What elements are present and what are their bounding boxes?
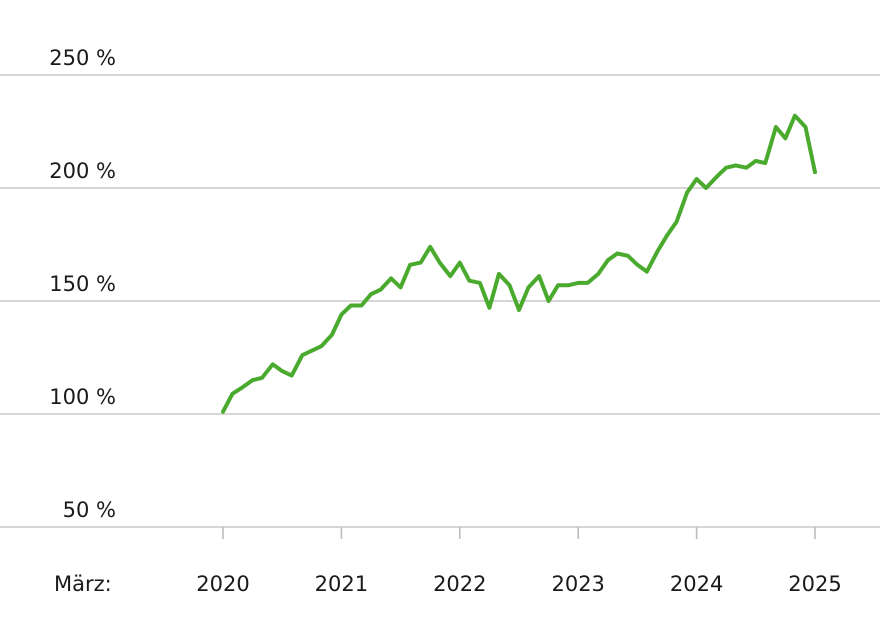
x-tick-label-2020: 2020 bbox=[196, 572, 249, 596]
x-tick-label-2025: 2025 bbox=[788, 572, 841, 596]
y-tick-label-200: 200 % bbox=[49, 159, 116, 183]
series-lines bbox=[221, 113, 817, 414]
y-axis-tick-labels: 50 % 100 % 150 % 200 % 250 % bbox=[49, 46, 116, 522]
x-tick-label-2021: 2021 bbox=[315, 572, 368, 596]
x-axis-ticks: 2020 2021 2022 2023 2024 2025 bbox=[196, 527, 842, 596]
gridlines bbox=[0, 74, 880, 528]
y-tick-label-50: 50 % bbox=[63, 498, 116, 522]
series-line-0 bbox=[221, 113, 817, 414]
x-tick-label-2023: 2023 bbox=[551, 572, 604, 596]
y-tick-label-150: 150 % bbox=[49, 272, 116, 296]
x-tick-label-2022: 2022 bbox=[433, 572, 486, 596]
y-tick-label-250: 250 % bbox=[49, 46, 116, 70]
x-axis-prefix-label: März: bbox=[54, 572, 112, 596]
y-tick-label-100: 100 % bbox=[49, 385, 116, 409]
x-tick-label-2024: 2024 bbox=[670, 572, 723, 596]
